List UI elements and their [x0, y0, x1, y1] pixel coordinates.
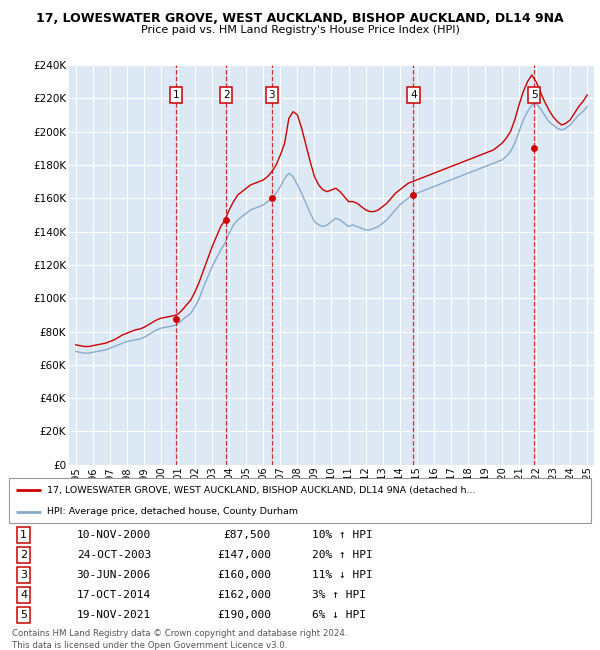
Text: 17, LOWESWATER GROVE, WEST AUCKLAND, BISHOP AUCKLAND, DL14 9NA: 17, LOWESWATER GROVE, WEST AUCKLAND, BIS… — [36, 12, 564, 25]
Text: £87,500: £87,500 — [224, 530, 271, 540]
Text: 30-JUN-2006: 30-JUN-2006 — [77, 570, 151, 580]
Text: 2: 2 — [20, 550, 27, 560]
Text: £190,000: £190,000 — [217, 610, 271, 620]
Text: £162,000: £162,000 — [217, 590, 271, 600]
Text: 10% ↑ HPI: 10% ↑ HPI — [311, 530, 373, 540]
Text: 20% ↑ HPI: 20% ↑ HPI — [311, 550, 373, 560]
Text: 17, LOWESWATER GROVE, WEST AUCKLAND, BISHOP AUCKLAND, DL14 9NA (detached h...: 17, LOWESWATER GROVE, WEST AUCKLAND, BIS… — [47, 486, 475, 495]
Text: 1: 1 — [173, 90, 179, 100]
Text: 19-NOV-2021: 19-NOV-2021 — [77, 610, 151, 620]
Text: Contains HM Land Registry data © Crown copyright and database right 2024.
This d: Contains HM Land Registry data © Crown c… — [12, 629, 347, 650]
Text: 3% ↑ HPI: 3% ↑ HPI — [311, 590, 365, 600]
Text: 6% ↓ HPI: 6% ↓ HPI — [311, 610, 365, 620]
Text: 1: 1 — [20, 530, 27, 540]
Text: 10-NOV-2000: 10-NOV-2000 — [77, 530, 151, 540]
Text: 3: 3 — [269, 90, 275, 100]
Text: £160,000: £160,000 — [217, 570, 271, 580]
Text: Price paid vs. HM Land Registry's House Price Index (HPI): Price paid vs. HM Land Registry's House … — [140, 25, 460, 34]
Text: 3: 3 — [20, 570, 27, 580]
Text: 5: 5 — [530, 90, 538, 100]
Text: 17-OCT-2014: 17-OCT-2014 — [77, 590, 151, 600]
Text: 24-OCT-2003: 24-OCT-2003 — [77, 550, 151, 560]
Text: HPI: Average price, detached house, County Durham: HPI: Average price, detached house, Coun… — [47, 508, 298, 516]
Text: 4: 4 — [410, 90, 416, 100]
Text: 4: 4 — [20, 590, 27, 600]
Text: 2: 2 — [223, 90, 229, 100]
Text: 11% ↓ HPI: 11% ↓ HPI — [311, 570, 373, 580]
Text: 5: 5 — [20, 610, 27, 620]
Text: £147,000: £147,000 — [217, 550, 271, 560]
